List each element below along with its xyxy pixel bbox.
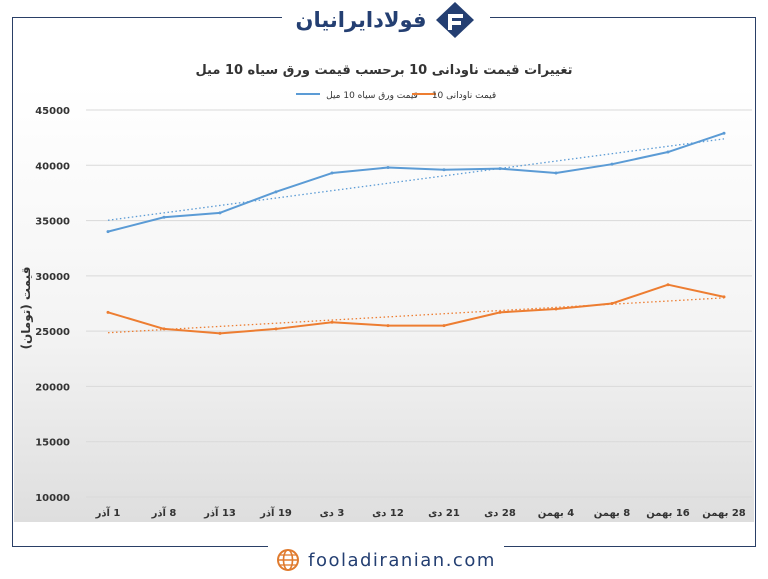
x-tick-label: 28 دی	[484, 508, 516, 519]
x-tick-label: 8 بهمن	[594, 508, 631, 519]
x-tick-label: 3 دی	[320, 508, 345, 519]
data-point-series-1	[442, 168, 446, 172]
legend-label-series-2: قیمت ناودانی 10	[432, 91, 496, 101]
data-point-series-1	[274, 190, 278, 194]
website-url: fooladiranian.com	[308, 549, 496, 571]
chart-title: تغییرات قیمت ناودانی 10 برحسب قیمت ورق س…	[195, 63, 572, 78]
trendlines	[107, 138, 725, 334]
plot-background	[14, 84, 754, 522]
x-tick-label: 4 بهمن	[538, 508, 575, 519]
series-lines	[106, 131, 726, 335]
brand-mark-icon	[436, 2, 475, 38]
series-line-2	[107, 283, 725, 335]
y-tick-label: 45000	[35, 106, 70, 117]
data-point-series-2	[498, 310, 502, 314]
y-tick-label: 30000	[35, 272, 70, 283]
data-point-series-1	[330, 171, 334, 175]
y-tick-label: 10000	[35, 493, 70, 504]
data-point-series-2	[386, 324, 390, 328]
globe-icon	[277, 549, 300, 571]
gridlines	[86, 109, 752, 498]
data-point-series-1	[218, 211, 222, 215]
x-axis-ticks: 1 آذر 8 آذر 13 آذر 19 آذر 3 دی 12 دی 21 دی 28 د…	[95, 506, 746, 519]
x-tick-label: 16 بهمن	[646, 508, 690, 519]
x-tick-label: 1 آذر	[95, 506, 121, 519]
legend-label-series-1: قیمت ورق سیاه 10 میل	[326, 91, 418, 101]
brand-logo: فولادایرانیان	[282, 0, 490, 40]
y-tick-label: 40000	[35, 161, 70, 172]
data-point-series-2	[274, 327, 278, 331]
data-point-series-2	[330, 320, 334, 324]
data-point-series-2	[554, 307, 558, 311]
series-line-1	[107, 132, 725, 233]
x-tick-label: 19 آذر	[259, 506, 292, 519]
data-point-series-1	[162, 215, 166, 219]
data-point-series-2	[218, 331, 222, 335]
footer-website: fooladiranian.com	[268, 543, 504, 577]
trendline-series-1	[107, 138, 725, 221]
y-tick-label: 35000	[35, 217, 70, 228]
y-axis-label: قیمت (تومان)	[19, 267, 34, 350]
data-point-series-1	[722, 131, 726, 135]
y-tick-label: 25000	[35, 327, 70, 338]
trendline-series-2	[107, 297, 725, 334]
data-point-series-2	[106, 310, 110, 314]
y-axis-ticks: 45000 40000 35000 30000 25000 20000 15000 10000	[35, 106, 70, 504]
data-point-series-1	[610, 162, 614, 166]
data-point-series-2	[442, 324, 446, 328]
data-point-series-2	[722, 295, 726, 299]
x-tick-label: 13 آذر	[203, 506, 236, 519]
x-tick-label: 28 بهمن	[702, 508, 746, 519]
x-tick-label: 12 دی	[372, 508, 404, 519]
data-point-series-2	[610, 302, 614, 305]
data-point-series-2	[666, 283, 670, 287]
brand-name: فولادایرانیان	[295, 8, 427, 32]
x-tick-label: 8 آذر	[151, 506, 177, 519]
x-tick-label: 21 دی	[428, 508, 460, 519]
data-point-series-1	[386, 165, 390, 169]
data-point-series-1	[106, 230, 110, 234]
data-point-series-2	[162, 327, 166, 331]
data-point-series-1	[666, 150, 670, 154]
y-tick-label: 15000	[35, 438, 70, 449]
data-point-series-1	[498, 167, 502, 171]
legend: قیمت ورق سیاه 10 میل قیمت ناودانی 10	[296, 91, 496, 101]
data-point-series-1	[554, 171, 558, 175]
y-tick-label: 20000	[35, 382, 70, 393]
